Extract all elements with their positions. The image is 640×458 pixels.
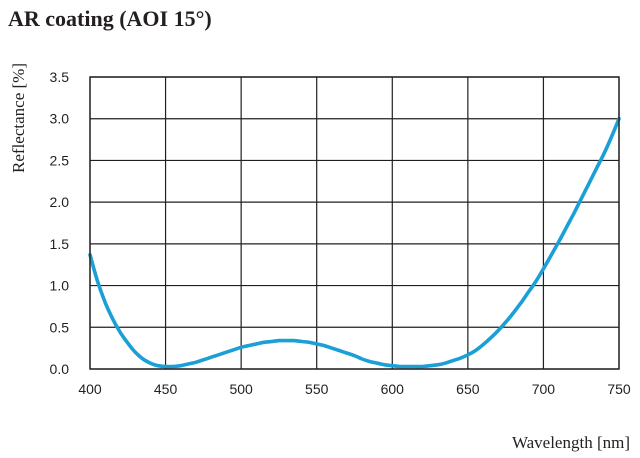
x-tick-label: 650 — [456, 381, 480, 397]
y-tick-label: 2.0 — [50, 194, 70, 210]
y-tick-label: 1.5 — [50, 236, 70, 252]
y-tick-label: 3.5 — [50, 69, 70, 85]
y-tick-label: 1.0 — [50, 278, 70, 294]
x-axis-label: Wavelength [nm] — [512, 433, 630, 452]
y-tick-label: 3.0 — [50, 111, 70, 127]
x-tick-label: 750 — [607, 381, 631, 397]
x-tick-label: 550 — [305, 381, 329, 397]
x-tick-label: 400 — [78, 381, 102, 397]
tick-labels: 400 450 500 550 600 650 700 750 0.0 0.5 1.0 1.5 2.0 2… — [50, 69, 631, 397]
y-tick-label: 0.5 — [50, 319, 70, 335]
x-tick-label: 600 — [381, 381, 405, 397]
y-tick-label: 2.5 — [50, 152, 70, 168]
plot-frame — [89, 76, 620, 370]
reflectance-curve-0 — [88, 116, 621, 369]
x-tick-label: 500 — [229, 381, 253, 397]
y-axis-label: Reflectance [%] — [9, 63, 28, 173]
x-tick-label: 450 — [154, 381, 178, 397]
y-tick-label: 0.0 — [50, 361, 70, 377]
chart-title: AR coating (AOI 15°) — [8, 6, 212, 31]
x-tick-label: 700 — [532, 381, 556, 397]
grid — [89, 76, 620, 370]
series-layer — [88, 116, 621, 369]
